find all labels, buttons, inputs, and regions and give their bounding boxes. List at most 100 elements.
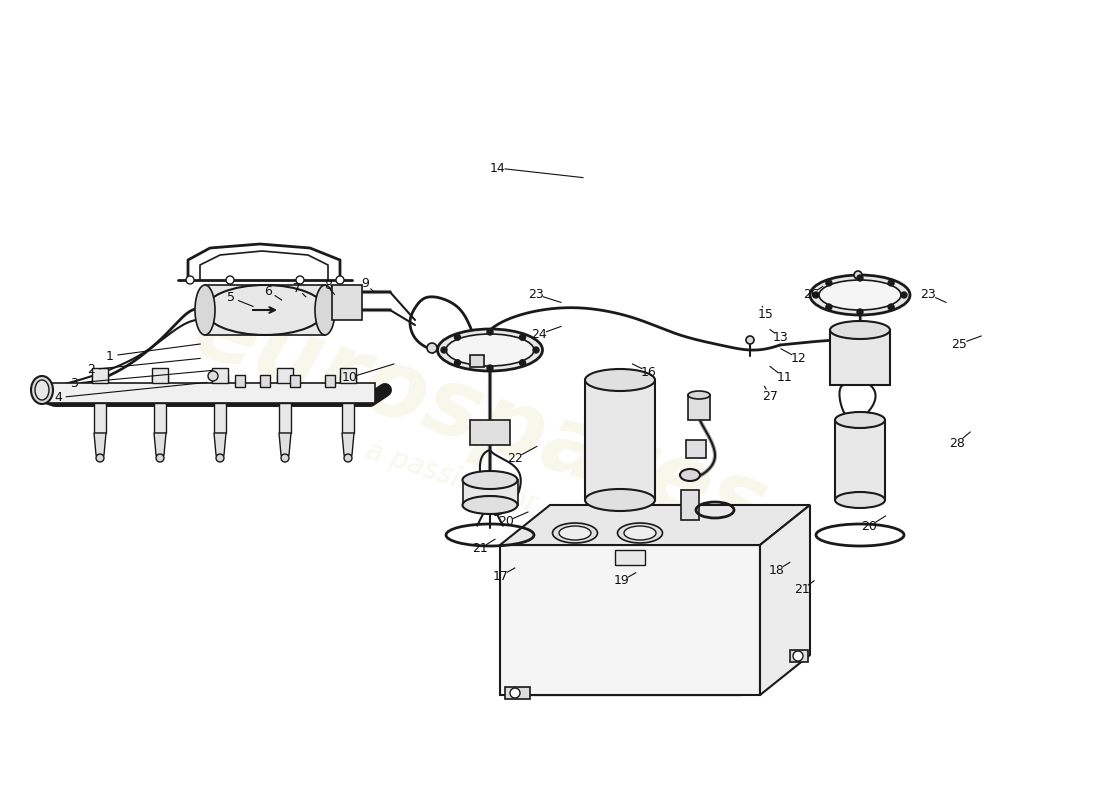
Text: 12: 12 bbox=[791, 352, 806, 365]
Circle shape bbox=[487, 365, 493, 371]
Circle shape bbox=[857, 309, 864, 315]
Bar bbox=[340, 368, 356, 383]
Bar bbox=[277, 368, 293, 383]
Bar bbox=[152, 368, 168, 383]
Polygon shape bbox=[94, 433, 106, 455]
Text: 16: 16 bbox=[641, 366, 657, 378]
Text: 21: 21 bbox=[794, 583, 810, 596]
Text: 18: 18 bbox=[769, 564, 784, 577]
Circle shape bbox=[888, 280, 894, 286]
Text: 14: 14 bbox=[490, 162, 505, 174]
Circle shape bbox=[454, 360, 461, 366]
Text: 20: 20 bbox=[861, 520, 877, 533]
Ellipse shape bbox=[820, 280, 901, 310]
Bar bbox=[830, 330, 890, 385]
Ellipse shape bbox=[835, 492, 886, 508]
Bar bbox=[505, 687, 530, 699]
Bar bbox=[205, 285, 324, 335]
Ellipse shape bbox=[624, 526, 656, 540]
Ellipse shape bbox=[810, 275, 910, 315]
Text: 27: 27 bbox=[762, 390, 778, 402]
Circle shape bbox=[336, 276, 344, 284]
Bar bbox=[212, 368, 228, 383]
Bar bbox=[342, 403, 354, 433]
Circle shape bbox=[826, 304, 832, 310]
Bar bbox=[92, 368, 108, 383]
Ellipse shape bbox=[31, 376, 53, 404]
Circle shape bbox=[186, 276, 194, 284]
Circle shape bbox=[296, 276, 304, 284]
Bar bbox=[686, 440, 706, 458]
Polygon shape bbox=[214, 433, 225, 455]
Ellipse shape bbox=[195, 285, 214, 335]
Ellipse shape bbox=[205, 285, 324, 335]
Text: 9: 9 bbox=[361, 277, 370, 290]
Ellipse shape bbox=[462, 496, 517, 514]
Bar bbox=[470, 420, 510, 445]
Ellipse shape bbox=[830, 321, 890, 339]
Circle shape bbox=[826, 280, 832, 286]
Text: 23: 23 bbox=[528, 288, 543, 301]
Ellipse shape bbox=[680, 469, 700, 481]
Ellipse shape bbox=[438, 329, 542, 371]
Text: 22: 22 bbox=[507, 452, 522, 465]
Bar bbox=[688, 395, 710, 420]
Ellipse shape bbox=[617, 523, 662, 543]
Circle shape bbox=[793, 651, 803, 661]
Circle shape bbox=[487, 329, 493, 335]
Circle shape bbox=[96, 454, 104, 462]
Circle shape bbox=[534, 347, 539, 353]
Text: 20: 20 bbox=[498, 515, 514, 528]
Polygon shape bbox=[342, 433, 354, 455]
Bar bbox=[500, 545, 760, 695]
Circle shape bbox=[813, 292, 820, 298]
Text: 25: 25 bbox=[952, 338, 967, 350]
Text: 19: 19 bbox=[614, 574, 629, 587]
Bar bbox=[290, 375, 300, 387]
Polygon shape bbox=[279, 433, 292, 455]
Bar bbox=[154, 403, 166, 433]
Circle shape bbox=[156, 454, 164, 462]
Circle shape bbox=[519, 334, 526, 340]
Bar bbox=[324, 375, 336, 387]
Bar bbox=[94, 403, 106, 433]
Ellipse shape bbox=[835, 412, 886, 428]
Text: 26: 26 bbox=[803, 288, 818, 301]
Circle shape bbox=[344, 454, 352, 462]
Bar bbox=[214, 403, 225, 433]
Circle shape bbox=[280, 454, 289, 462]
Ellipse shape bbox=[552, 523, 597, 543]
Text: 23: 23 bbox=[921, 288, 936, 301]
Bar bbox=[463, 480, 518, 505]
Circle shape bbox=[454, 334, 461, 340]
Circle shape bbox=[216, 454, 224, 462]
Text: 2: 2 bbox=[87, 363, 96, 376]
Circle shape bbox=[888, 304, 894, 310]
Bar bbox=[835, 420, 886, 500]
Ellipse shape bbox=[462, 471, 517, 489]
Ellipse shape bbox=[35, 380, 50, 400]
Bar bbox=[790, 650, 808, 662]
Bar bbox=[615, 550, 645, 565]
Ellipse shape bbox=[446, 334, 534, 366]
Bar bbox=[681, 490, 698, 520]
Text: 6: 6 bbox=[264, 285, 273, 298]
Bar bbox=[279, 403, 292, 433]
Circle shape bbox=[519, 360, 526, 366]
Ellipse shape bbox=[585, 489, 654, 511]
Text: eurospares: eurospares bbox=[182, 284, 779, 556]
Text: 4: 4 bbox=[54, 391, 63, 404]
Bar bbox=[585, 380, 654, 500]
Circle shape bbox=[854, 271, 862, 279]
Text: a passion for parts: a passion for parts bbox=[363, 437, 617, 543]
Bar bbox=[235, 375, 245, 387]
Circle shape bbox=[746, 336, 754, 344]
Bar bbox=[260, 375, 270, 387]
Polygon shape bbox=[760, 505, 810, 695]
Polygon shape bbox=[154, 433, 166, 455]
Ellipse shape bbox=[559, 526, 591, 540]
Circle shape bbox=[427, 343, 437, 353]
Text: 24: 24 bbox=[531, 328, 547, 341]
Bar bbox=[45, 383, 375, 403]
Text: 13: 13 bbox=[773, 331, 789, 344]
